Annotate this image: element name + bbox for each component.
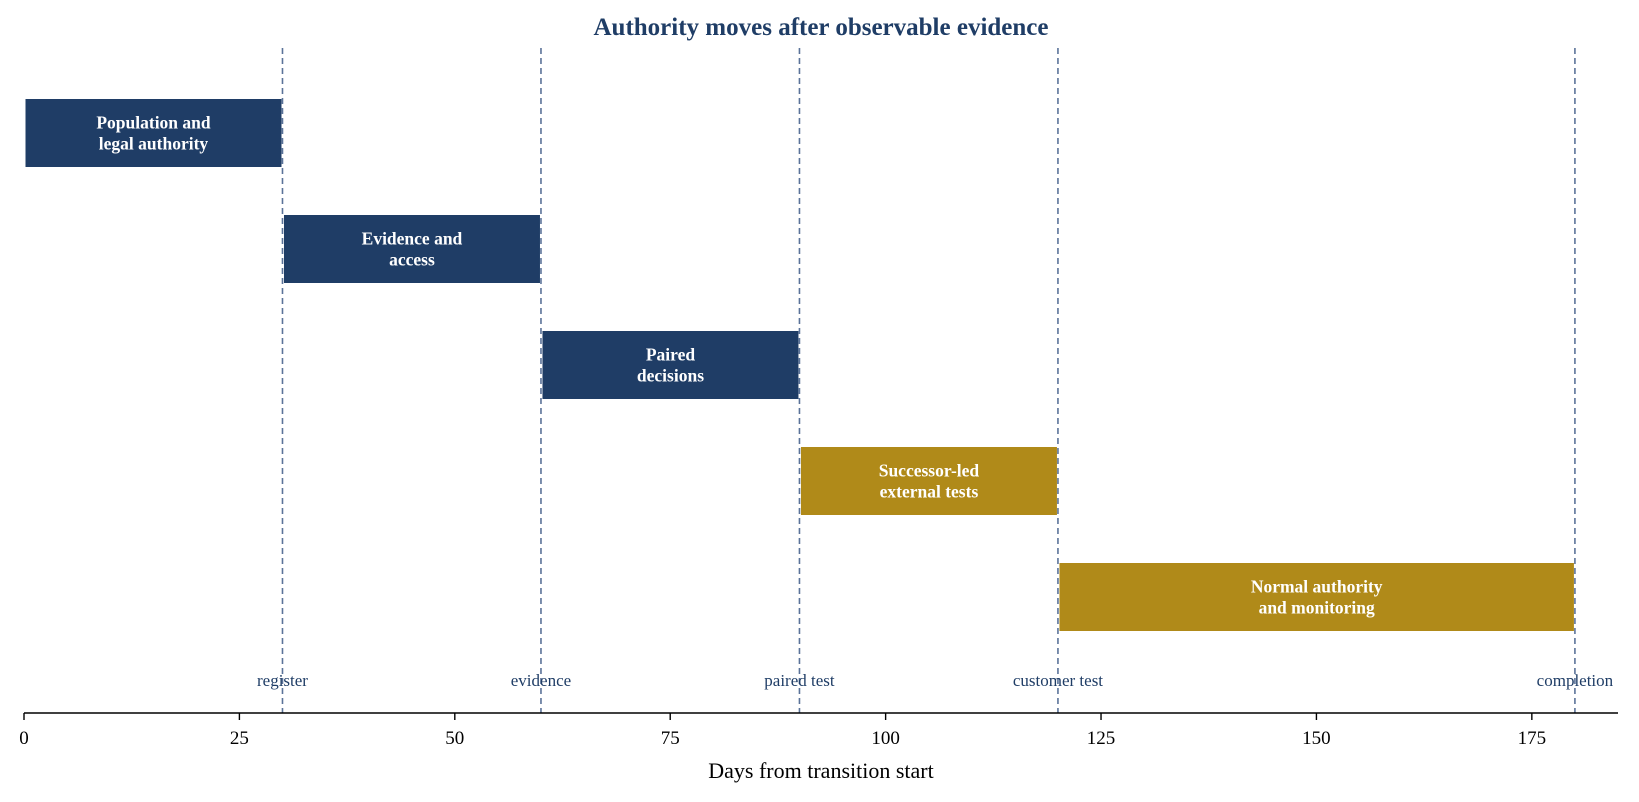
- phase-bar-label: Normal authority and monitoring: [1251, 577, 1383, 618]
- milestone-lines: [281, 48, 1576, 713]
- x-tick-label: 50: [445, 728, 464, 749]
- milestone-label: register: [257, 671, 308, 690]
- phase-bar-label: Paired decisions: [637, 345, 704, 386]
- x-tick-label: 175: [1518, 728, 1547, 749]
- x-tick-label: 0: [19, 728, 29, 749]
- milestone-labels: register evidence paired test customer test…: [257, 671, 1614, 690]
- x-axis: 0 25 50 75 100 125 150 175: [19, 712, 1618, 749]
- phase-bar: [800, 447, 1057, 515]
- phase-bar: [25, 99, 282, 167]
- chart-title: Authority moves after observable evidenc…: [593, 14, 1048, 41]
- phase-bar: [542, 331, 799, 399]
- milestone-label: paired test: [764, 671, 835, 690]
- phase-bar: [283, 215, 540, 283]
- x-axis-label: Days from transition start: [708, 758, 933, 783]
- phase-bar-label: Population and legal authority: [96, 113, 211, 154]
- milestone-label: completion: [1537, 671, 1614, 690]
- x-tick-label: 100: [871, 728, 900, 749]
- phase-bar-label: Evidence and access: [362, 229, 463, 270]
- phase-bar-label: Successor-led external tests: [879, 461, 980, 502]
- x-tick-label: 25: [230, 728, 249, 749]
- phase-bars: Population and legal authority Evidence an…: [25, 99, 1574, 631]
- x-tick-label: 125: [1087, 728, 1116, 749]
- x-tick-label: 150: [1302, 728, 1331, 749]
- phase-bar: [1059, 563, 1574, 631]
- milestone-label: customer test: [1013, 671, 1103, 690]
- x-tick-label: 75: [661, 728, 680, 749]
- milestone-label: evidence: [511, 671, 571, 690]
